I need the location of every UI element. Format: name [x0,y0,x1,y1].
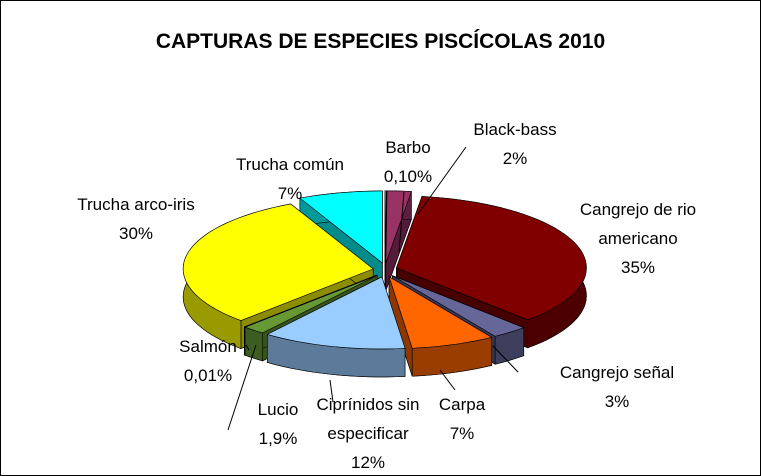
slice-top [385,190,412,263]
slice [266,276,406,378]
leader-line [417,146,467,215]
data-label: Salmón 0,01% [168,332,248,390]
slice [384,190,387,291]
label-name: Carpa [438,395,486,414]
label-name: Trucha común [235,155,345,174]
label-name: Black-bass [473,120,557,139]
label-value: 0,10% [383,167,433,186]
label-value: 2% [502,149,528,168]
leader-line [439,369,456,391]
data-label: Barbo 0,10% [368,133,448,191]
label-value: 35% [620,258,656,277]
label-value: 7% [277,184,303,203]
slice-top [388,276,493,349]
slice-top [299,190,383,264]
label-name: Cangrejo de rio americano [579,200,697,248]
leader-line [492,345,519,373]
data-label: Trucha arco-iris 30% [74,190,199,248]
slice [388,276,493,377]
label-name: Ciprínidos sin especificar [316,395,420,443]
slice-top [244,275,378,334]
leader-line [329,379,334,403]
slice-top [266,276,406,350]
slice-top [396,196,587,321]
label-value: 3% [604,392,630,411]
label-name: Barbo [385,138,431,157]
label-name: Salmón [179,337,237,356]
slice-top [384,190,387,263]
data-label: Trucha común 7% [220,150,360,208]
data-label: Carpa 7% [427,390,497,448]
label-name: Cangrejo señal [559,363,675,382]
data-label: Lucio 1,9% [243,395,313,453]
label-name: Trucha arco-iris [77,195,195,214]
slice [385,190,412,291]
slice-top [392,275,525,337]
leader-line [245,344,250,351]
leader-line [398,191,405,253]
label-value: 0,01% [183,366,233,385]
label-value: 7% [449,424,475,443]
slice-top [243,274,377,328]
chart-title: CAPTURAS DE ESPECIES PISCÍCOLAS 2010 [155,30,606,53]
label-value: 12% [350,453,386,472]
data-label: Black-bass 2% [455,115,575,173]
label-name: Lucio [257,400,299,419]
data-label: Cangrejo señal 3% [547,358,687,416]
label-value: 30% [118,224,154,243]
slice-top [182,203,374,321]
label-value: 1,9% [258,429,298,448]
data-label: Cangrejo de rio americano 35% [571,195,706,282]
leader-line [227,344,257,431]
data-label: Ciprínidos sin especificar 12% [293,390,443,476]
